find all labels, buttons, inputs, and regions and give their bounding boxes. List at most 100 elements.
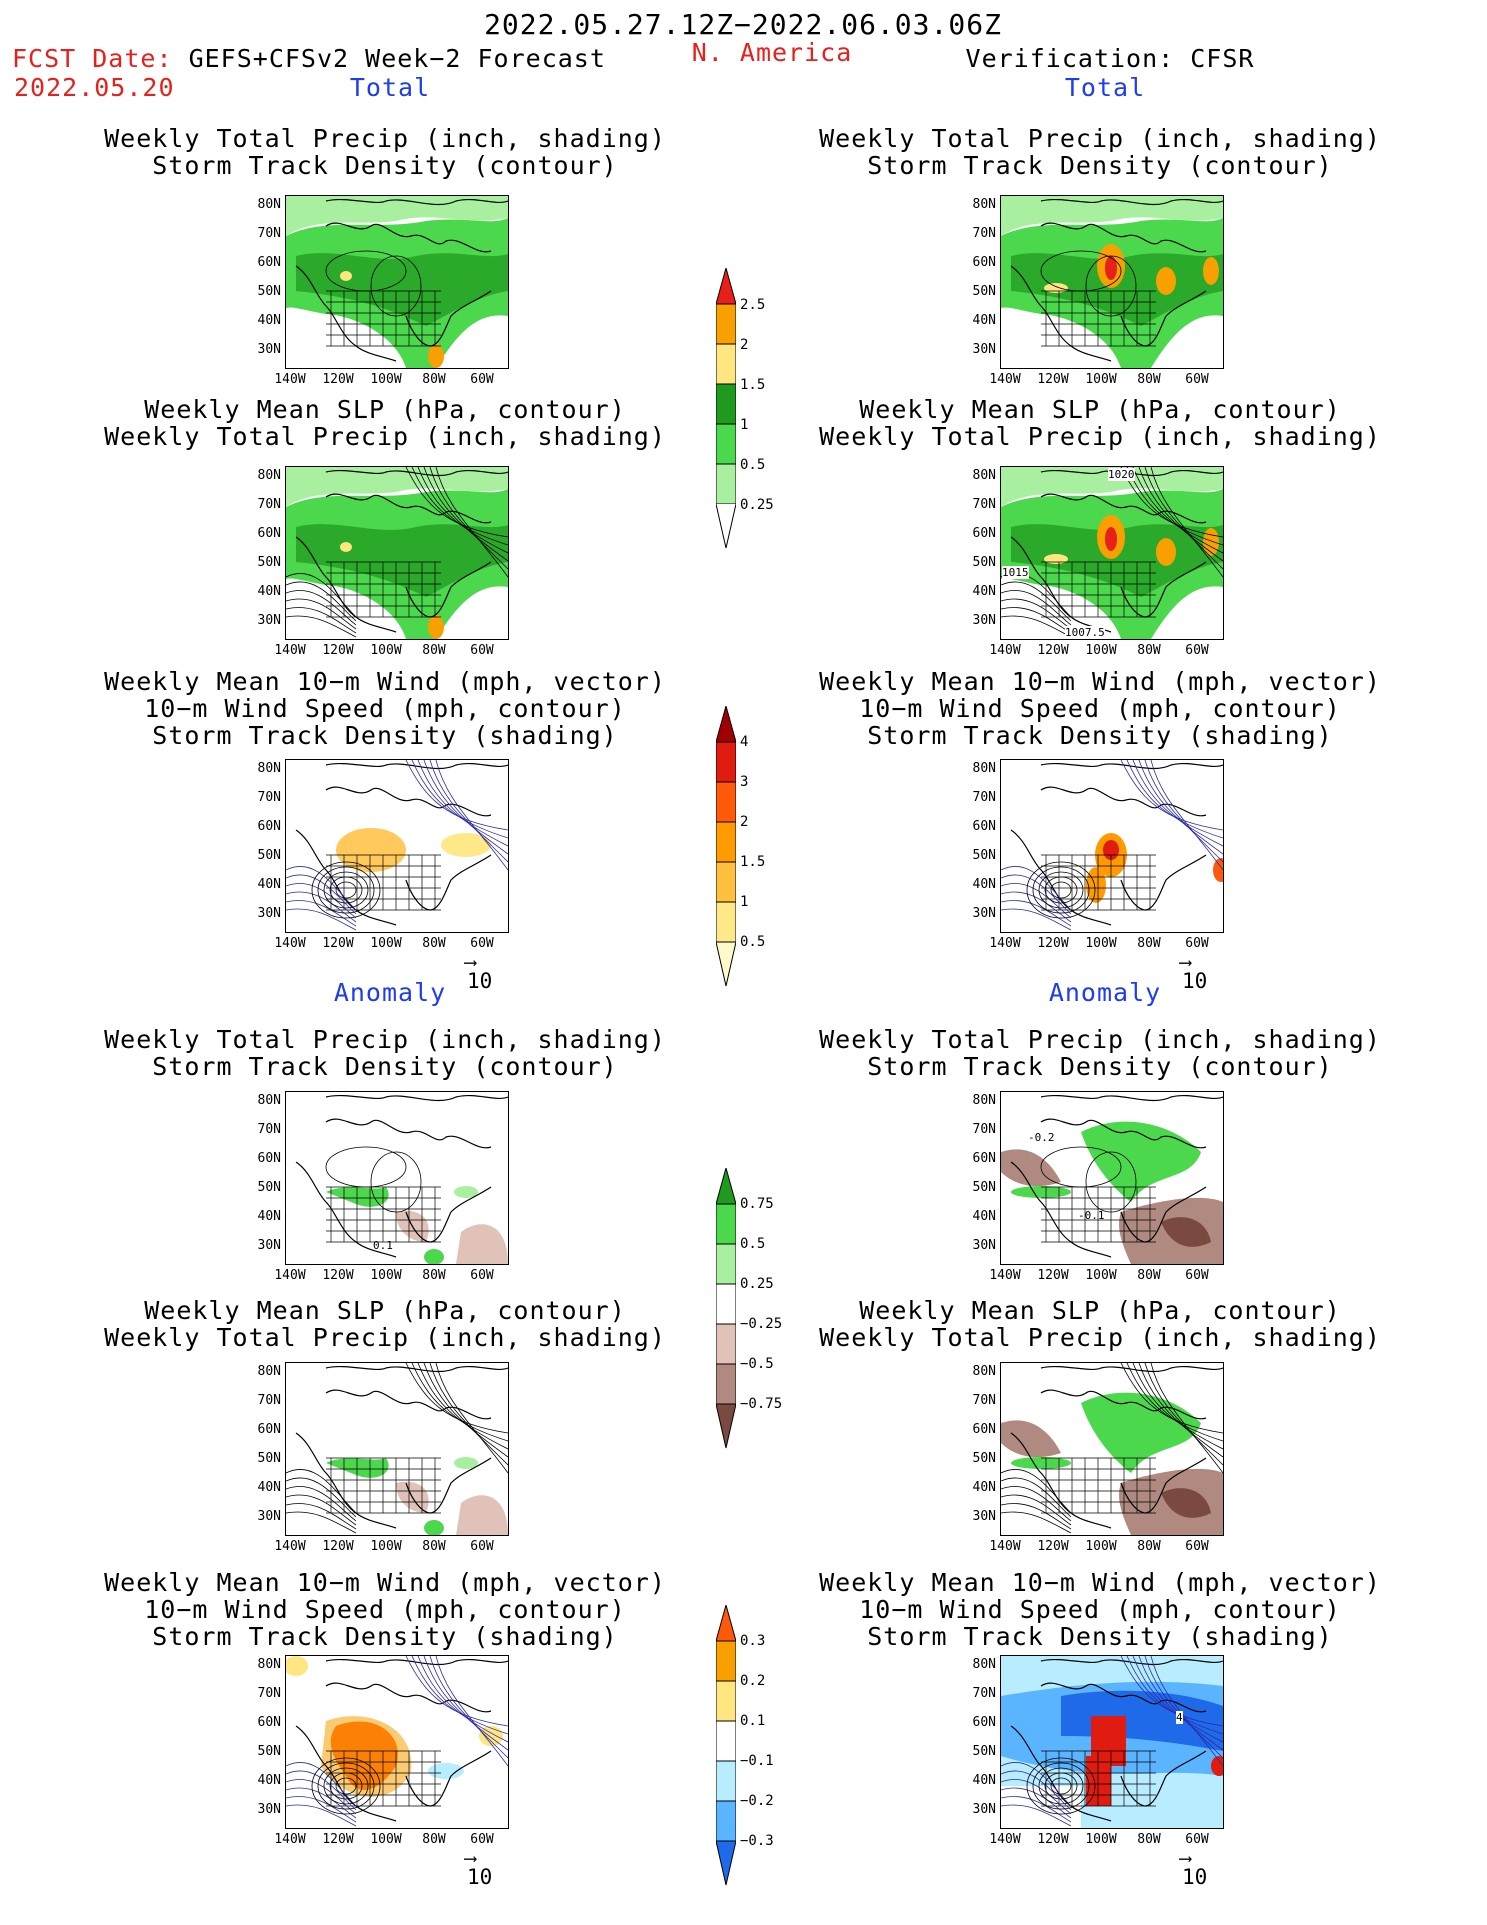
contour-line bbox=[1001, 1468, 1072, 1514]
lat-tick-label: 50N bbox=[972, 1744, 996, 1759]
wind-speed-contour bbox=[323, 871, 369, 909]
lat-tick-label: 80N bbox=[257, 1093, 281, 1108]
contour-line bbox=[1001, 1761, 1072, 1807]
track-anom-pos bbox=[1086, 1716, 1126, 1806]
lat-tick-label: 80N bbox=[257, 1364, 281, 1379]
contour-line bbox=[1126, 1363, 1223, 1442]
contour-line bbox=[411, 1363, 508, 1442]
cbar-precip-total-label: 0.25 bbox=[740, 497, 774, 513]
contour-line bbox=[286, 590, 357, 626]
lat-tick-label: 30N bbox=[257, 1238, 281, 1253]
lon-tick-label: 60W bbox=[1185, 936, 1209, 951]
lon-tick-label: 120W bbox=[1037, 372, 1069, 387]
track-contour bbox=[1040, 250, 1122, 292]
contour-line bbox=[1001, 590, 1072, 626]
contour-line bbox=[435, 467, 508, 578]
lat-tick-label: 70N bbox=[257, 497, 281, 512]
contour-label: 1015 bbox=[1002, 566, 1029, 579]
map-panel bbox=[285, 195, 509, 369]
precip-heavy-shading bbox=[296, 253, 508, 326]
contour-line bbox=[423, 1363, 508, 1458]
track-contour bbox=[1040, 1146, 1122, 1188]
contour-line bbox=[286, 1511, 357, 1534]
map-panel bbox=[285, 1362, 509, 1536]
lat-tick-label: 70N bbox=[972, 497, 996, 512]
cbar-track-total-label: 2 bbox=[740, 814, 749, 830]
vector-reference-value: 10 bbox=[1182, 1865, 1208, 1889]
precip-anom-wet bbox=[1081, 1121, 1201, 1202]
panel-title-line: Storm Track Density (shading) bbox=[152, 721, 618, 750]
map-panel bbox=[1000, 466, 1224, 640]
coastline bbox=[295, 1094, 508, 1258]
cbar-precip-total-label: 1.5 bbox=[740, 377, 766, 393]
cbar-precip-total-label: 2 bbox=[740, 337, 749, 353]
cbar-track-anom-label: −0.3 bbox=[740, 1833, 774, 1849]
contour-line bbox=[286, 581, 357, 622]
lon-tick-label: 80W bbox=[1137, 1268, 1161, 1283]
track-anom-colorbar bbox=[716, 1605, 736, 1886]
map-canvas bbox=[1001, 760, 1223, 931]
contour-line bbox=[1132, 467, 1223, 554]
lat-tick-label: 30N bbox=[972, 1509, 996, 1524]
panel-title-line: Weekly Total Precip (inch, shading) bbox=[819, 124, 1381, 153]
precip-heavy-shading bbox=[296, 524, 508, 597]
map-panel bbox=[1000, 759, 1224, 933]
map-canvas bbox=[286, 1363, 508, 1535]
panel-title-line: Weekly Mean SLP (hPa, contour) bbox=[859, 1296, 1341, 1325]
panel-title-line: Weekly Mean 10−m Wind (mph, vector) bbox=[819, 667, 1381, 696]
lat-tick-label: 60N bbox=[257, 1422, 281, 1437]
wind-speed-contour bbox=[329, 1772, 363, 1800]
state-borders bbox=[1041, 290, 1156, 347]
precip-light-shading bbox=[1001, 196, 1223, 236]
contour-line bbox=[286, 908, 357, 931]
lat-tick-label: 50N bbox=[972, 848, 996, 863]
contour-line bbox=[286, 1503, 357, 1530]
state-borders bbox=[1041, 1457, 1156, 1514]
map-canvas bbox=[295, 1094, 508, 1264]
precip-max-core bbox=[1105, 256, 1117, 280]
precip-anom-wet bbox=[424, 1249, 444, 1264]
cbar-track-total-label: 4 bbox=[740, 734, 749, 750]
lat-tick-label: 30N bbox=[972, 906, 996, 921]
panel-title-line: Storm Track Density (shading) bbox=[867, 721, 1333, 750]
lat-tick-label: 70N bbox=[972, 1686, 996, 1701]
lon-tick-label: 80W bbox=[422, 1539, 446, 1554]
lon-tick-label: 60W bbox=[470, 372, 494, 387]
contour-line bbox=[1001, 865, 1072, 911]
precip-light-shading bbox=[286, 196, 508, 236]
contour-line bbox=[1001, 1494, 1072, 1526]
vector-reference: ⟶ 10 bbox=[1180, 1850, 1208, 1890]
contour-line bbox=[435, 760, 508, 871]
lon-tick-label: 100W bbox=[370, 1268, 402, 1283]
panel-title-line: Weekly Total Precip (inch, shading) bbox=[104, 1323, 666, 1352]
lat-tick-label: 40N bbox=[972, 877, 996, 892]
state-borders bbox=[1041, 1186, 1156, 1243]
track-anom-pos bbox=[286, 1656, 308, 1676]
contour-line bbox=[1001, 891, 1072, 923]
lon-tick-label: 100W bbox=[370, 643, 402, 658]
contour-label: -0.2 bbox=[1028, 1131, 1055, 1144]
lon-tick-label: 140W bbox=[989, 1268, 1021, 1283]
wind-speed-contour bbox=[329, 876, 363, 904]
track-shading bbox=[336, 828, 406, 872]
contour-label: 1020 bbox=[1108, 468, 1135, 481]
section-total-left: Total bbox=[349, 73, 431, 102]
cbar-track-total-label: 1 bbox=[740, 894, 749, 910]
track-contour bbox=[1085, 255, 1137, 317]
lat-tick-label: 70N bbox=[972, 226, 996, 241]
contour-line bbox=[1138, 1656, 1223, 1751]
wind-speed-contour bbox=[323, 1767, 369, 1805]
contour-line bbox=[1001, 1511, 1072, 1534]
track-shading bbox=[1213, 858, 1223, 882]
lon-tick-label: 80W bbox=[422, 643, 446, 658]
map-panel bbox=[285, 1655, 509, 1829]
wind-speed-contour bbox=[335, 1777, 357, 1795]
track-anom-pos bbox=[321, 1716, 412, 1797]
contour-line bbox=[435, 1656, 508, 1767]
track-contour bbox=[370, 255, 422, 317]
fcst-date: 2022.05.20 bbox=[14, 73, 175, 102]
contour-label: 0.1 bbox=[373, 1239, 393, 1252]
lat-tick-label: 30N bbox=[972, 342, 996, 357]
precip-anom-wet bbox=[1011, 1457, 1071, 1469]
lon-tick-label: 140W bbox=[989, 936, 1021, 951]
